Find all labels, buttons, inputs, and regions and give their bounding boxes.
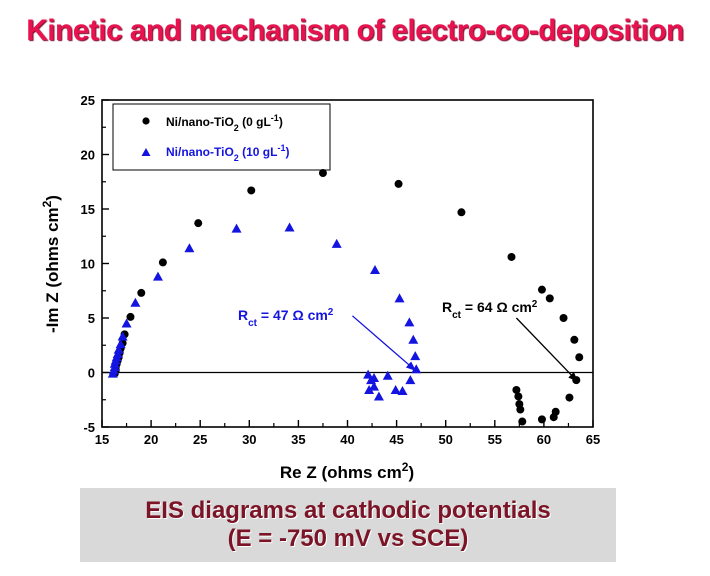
data-point-10gl bbox=[373, 391, 384, 401]
y-tick-label: 0 bbox=[88, 366, 95, 381]
data-point-0gl bbox=[247, 186, 256, 195]
data-point-0gl bbox=[158, 258, 167, 267]
data-point-0gl bbox=[318, 169, 327, 178]
rct-47-annotation: Rct = 47 Ω cm2 bbox=[238, 307, 334, 329]
slide-title: Kinetic and mechanism of electro-co-depo… bbox=[26, 14, 684, 47]
x-tick-label: 55 bbox=[488, 432, 502, 447]
data-point-10gl bbox=[115, 339, 126, 349]
y-tick-label: 5 bbox=[88, 311, 95, 326]
x-tick-label: 60 bbox=[537, 432, 551, 447]
data-point-10gl bbox=[121, 318, 132, 328]
data-point-10gl bbox=[284, 222, 295, 232]
data-point-0gl bbox=[507, 252, 516, 261]
x-tick-label: 65 bbox=[586, 432, 600, 447]
data-point-0gl bbox=[515, 400, 524, 409]
data-point-0gl bbox=[514, 392, 523, 401]
legend-label-0: Ni/nano-TiO2 (0 gL-1) bbox=[166, 113, 283, 133]
data-point-10gl bbox=[410, 351, 421, 361]
y-tick-label: 20 bbox=[81, 148, 95, 163]
rct-47-arrow bbox=[351, 315, 417, 371]
x-tick-label: 35 bbox=[291, 432, 305, 447]
x-tick-label: 25 bbox=[193, 432, 207, 447]
data-point-10gl bbox=[405, 375, 416, 385]
data-point-0gl bbox=[126, 312, 135, 321]
data-point-10gl bbox=[369, 265, 380, 275]
x-tick-label: 15 bbox=[95, 432, 109, 447]
data-point-10gl bbox=[117, 331, 128, 341]
legend: Ni/nano-TiO2 (0 gL-1) Ni/nano-TiO2 (10 g… bbox=[112, 103, 331, 171]
data-point-10gl bbox=[397, 386, 408, 396]
data-point-0gl bbox=[457, 208, 466, 217]
x-tick-label: 30 bbox=[242, 432, 256, 447]
x-axis-ticks: 15 20 25 30 35 40 45 50 55 60 65 bbox=[95, 420, 600, 447]
x-tick-label: 20 bbox=[144, 432, 158, 447]
data-point-10gl bbox=[363, 369, 374, 379]
data-point-0gl bbox=[537, 285, 546, 294]
x-tick-label: 40 bbox=[340, 432, 354, 447]
x-tick-label: 50 bbox=[438, 432, 452, 447]
data-point-10gl bbox=[382, 370, 393, 380]
data-point-10gl bbox=[411, 364, 422, 374]
rct-64-annotation: Rct = 64 Ω cm2 bbox=[442, 299, 538, 321]
data-point-0gl bbox=[518, 417, 527, 426]
series-ni-tio2-0 bbox=[110, 169, 584, 426]
data-point-0gl bbox=[559, 314, 568, 322]
caption-box: EIS diagrams at cathodic potentials (E =… bbox=[80, 488, 616, 562]
legend-marker-0 bbox=[142, 117, 150, 125]
y-tick-label: 25 bbox=[81, 93, 95, 108]
data-point-10gl bbox=[184, 243, 195, 253]
data-point-0gl bbox=[570, 335, 579, 344]
data-point-10gl bbox=[404, 317, 415, 327]
caption-line-1: EIS diagrams at cathodic potentials bbox=[145, 497, 551, 524]
data-point-0gl bbox=[512, 385, 521, 394]
y-tick-label: -5 bbox=[83, 420, 95, 435]
caption-line-2: (E = -750 mV vs SCE) bbox=[227, 525, 469, 552]
y-tick-label: 10 bbox=[81, 257, 95, 272]
data-point-10gl bbox=[390, 384, 401, 394]
legend-box bbox=[112, 103, 331, 171]
data-point-0gl bbox=[549, 413, 558, 422]
legend-label-1: Ni/nano-TiO2 (10 gL-1) bbox=[166, 143, 289, 163]
y-tick-label: 15 bbox=[81, 202, 95, 217]
data-point-10gl bbox=[331, 238, 342, 248]
eis-chart: 15 20 25 30 35 40 45 50 55 60 65 -5 0 5 10 15 20 25 Re Z… bbox=[40, 93, 600, 482]
legend-marker-1 bbox=[141, 148, 151, 156]
rct-64-arrow bbox=[515, 317, 578, 382]
data-point-0gl bbox=[137, 288, 146, 297]
data-point-0gl bbox=[545, 294, 554, 303]
data-point-0gl bbox=[394, 179, 403, 188]
data-point-0gl bbox=[537, 415, 546, 424]
data-point-10gl bbox=[394, 293, 405, 303]
y-axis-ticks: -5 0 5 10 15 20 25 bbox=[81, 93, 109, 435]
data-point-10gl bbox=[152, 271, 163, 281]
data-point-10gl bbox=[364, 384, 375, 394]
x-axis-label: Re Z (ohms cm2) bbox=[280, 460, 414, 482]
data-point-10gl bbox=[369, 372, 380, 382]
series-ni-tio2-10 bbox=[107, 222, 422, 401]
x-tick-label: 45 bbox=[389, 432, 403, 447]
y-axis-label: -Im Z (ohms cm2) bbox=[40, 195, 62, 333]
data-point-0gl bbox=[575, 353, 584, 362]
data-point-0gl bbox=[565, 393, 574, 402]
data-point-10gl bbox=[408, 334, 419, 344]
data-point-0gl bbox=[194, 219, 203, 228]
data-point-10gl bbox=[130, 297, 141, 307]
data-point-10gl bbox=[369, 381, 380, 391]
data-point-10gl bbox=[231, 223, 242, 233]
data-point-10gl bbox=[113, 344, 124, 354]
